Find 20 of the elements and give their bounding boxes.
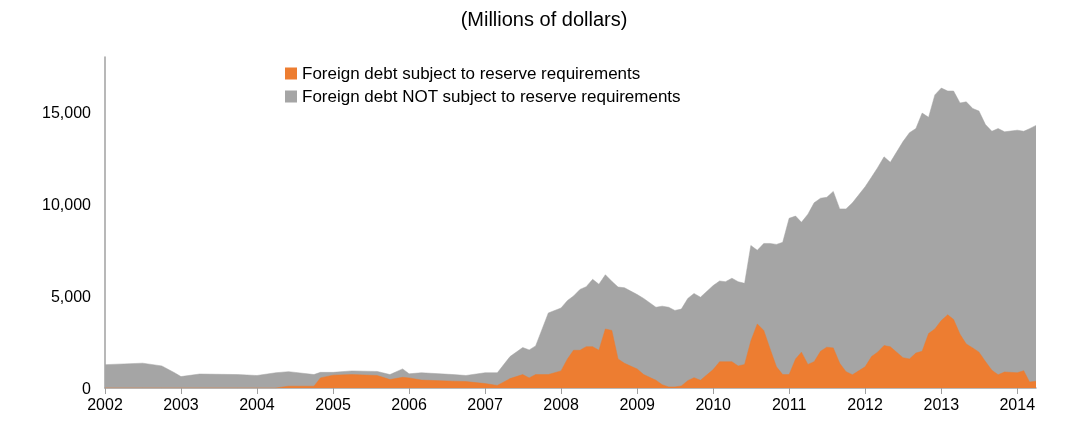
x-tick-label: 2003 bbox=[163, 395, 199, 413]
x-tick-label: 2011 bbox=[771, 395, 807, 413]
chart-title: (Millions of dollars) bbox=[460, 8, 628, 30]
legend-label: Foreign debt subject to reserve requirements bbox=[302, 64, 641, 83]
x-tick-label: 2006 bbox=[391, 395, 427, 413]
y-tick-label: 0 bbox=[82, 379, 92, 397]
x-tick-label: 2012 bbox=[847, 395, 884, 413]
legend-label: Foreign debt NOT subject to reserve requirements bbox=[302, 87, 681, 106]
x-tick-label: 2009 bbox=[619, 395, 656, 413]
y-tick-label: 10,000 bbox=[42, 195, 92, 213]
x-tick-label: 2002 bbox=[87, 395, 123, 413]
x-tick-label: 2005 bbox=[315, 395, 352, 413]
x-tick-label: 2010 bbox=[695, 395, 732, 413]
x-tick-label: 2014 bbox=[999, 395, 1036, 413]
x-tick-label: 2004 bbox=[239, 395, 275, 413]
y-tick-label: 5,000 bbox=[50, 287, 92, 305]
x-tick-label: 2013 bbox=[923, 395, 960, 413]
y-tick-label: 15,000 bbox=[42, 103, 92, 121]
x-tick-label: 2007 bbox=[467, 395, 503, 413]
x-tick-label: 2008 bbox=[543, 395, 579, 413]
